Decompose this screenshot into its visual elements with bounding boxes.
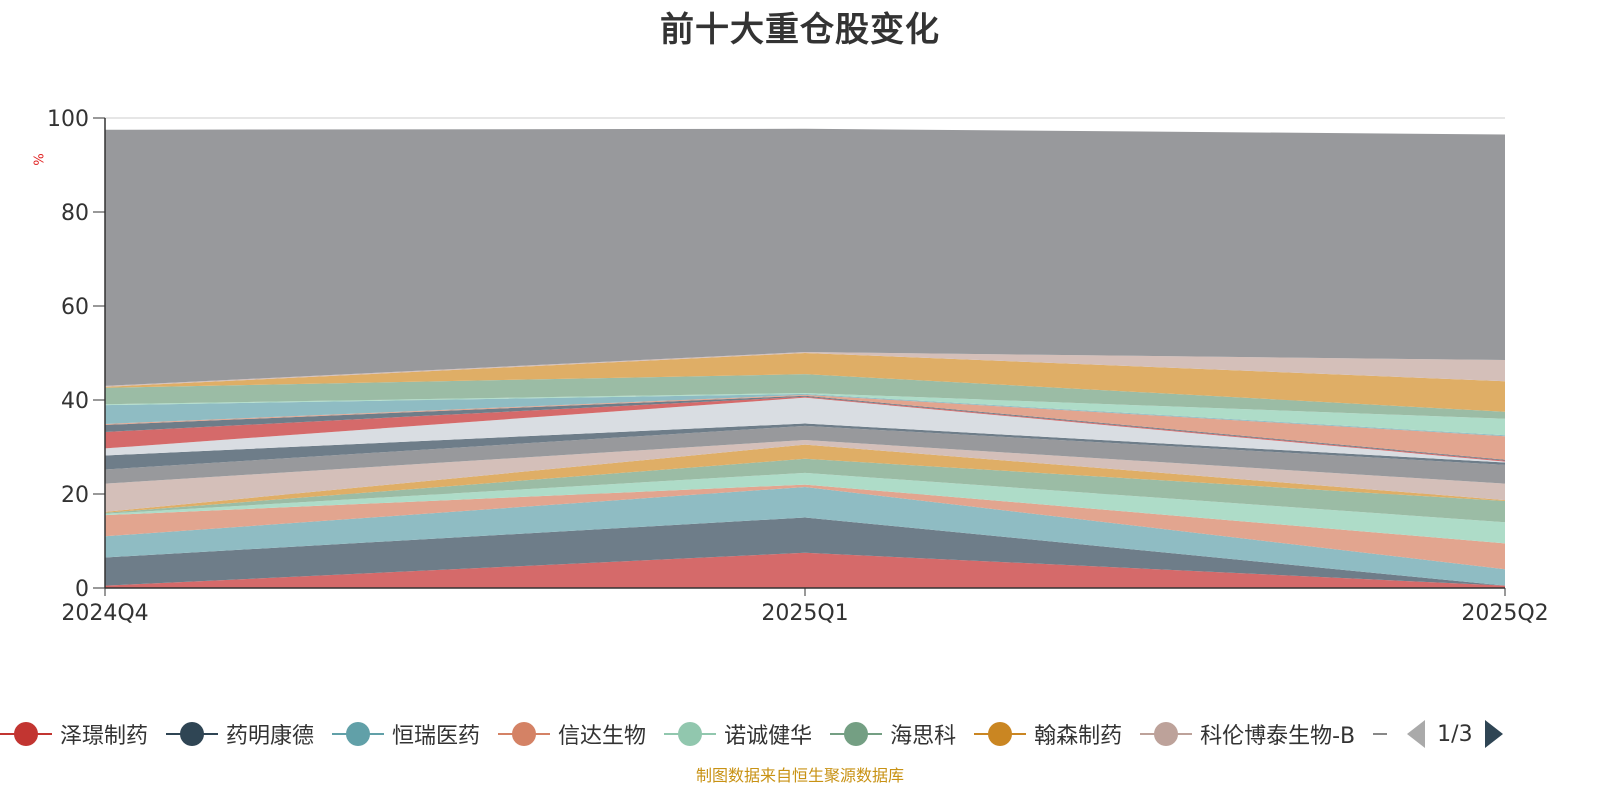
area-series-1 [105, 552, 1505, 588]
legend-label: 药明康德 [226, 724, 315, 749]
x-tick-label: 2024Q4 [61, 601, 148, 626]
area-series-6 [105, 458, 1505, 523]
legend-item[interactable]: 科伦博泰生物-B [1140, 718, 1355, 750]
legend: 泽璟制药 药明康德 恒瑞医药 信达生物 诺诚健华 海思科 翰森制药 科伦博泰生物-B 1/3 [0, 716, 1600, 752]
y-tick-label: 60 [61, 295, 89, 320]
data-source-note: 制图数据来自恒生聚源数据库 [695, 766, 904, 785]
legend-pager: 1/3 [1407, 720, 1503, 748]
y-tick-label: 100 [47, 107, 89, 132]
area-series-9 [105, 425, 1505, 484]
y-tick-label: 40 [61, 389, 89, 414]
area-series-2 [105, 517, 1505, 586]
legend-item[interactable]: 恒瑞医药 [332, 718, 480, 750]
area-series-19 [105, 352, 1505, 387]
legend-label: 信达生物 [558, 724, 647, 749]
area-series-13 [105, 395, 1505, 461]
legend-marker-icon [0, 721, 52, 747]
y-tick-label: 20 [61, 483, 89, 508]
legend-item[interactable]: 海思科 [830, 718, 956, 750]
area-series-18 [105, 353, 1505, 412]
legend-label: 泽璟制药 [60, 724, 149, 749]
area-series-7 [105, 444, 1505, 513]
area-series-8 [105, 439, 1505, 512]
stacked-areas [105, 128, 1505, 588]
area-series-4 [105, 484, 1505, 570]
legend-marker-icon [332, 721, 385, 747]
legend-label: 诺诚健华 [724, 724, 813, 749]
legend-page-indicator: 1/3 [1437, 721, 1473, 747]
legend-next-page-icon[interactable] [1484, 720, 1503, 748]
x-tick-label: 2025Q1 [761, 601, 848, 626]
legend-marker-icon [498, 721, 551, 747]
legend-item[interactable]: 翰森制药 [974, 718, 1122, 750]
legend-marker-icon [166, 721, 219, 747]
legend-label: 科伦博泰生物-B [1200, 724, 1356, 749]
y-tick-label: 80 [61, 201, 89, 226]
chart-title: 前十大重仓股变化 [660, 10, 940, 50]
area-series-16 [105, 392, 1505, 436]
area-series-20 [105, 128, 1505, 386]
legend-label: 恒瑞医药 [392, 724, 481, 749]
x-tick-label: 2025Q2 [1461, 601, 1548, 626]
legend-marker-icon [974, 721, 1027, 747]
area-series-11 [105, 397, 1505, 463]
area-series-5 [105, 472, 1505, 544]
legend-marker-icon [664, 721, 717, 747]
legend-label: 海思科 [890, 724, 957, 749]
axes: 0 20 40 60 80 100 2024Q4 2025Q1 2025Q2 [47, 107, 1549, 626]
legend-truncated-marker [1373, 733, 1388, 735]
legend-prev-page-icon[interactable] [1407, 720, 1426, 748]
legend-item[interactable]: 信达生物 [498, 718, 646, 750]
area-series-17 [105, 374, 1505, 419]
legend-marker-icon [1140, 721, 1193, 747]
legend-label: 翰森制药 [1034, 724, 1123, 749]
legend-marker-icon [830, 721, 883, 747]
legend-item[interactable]: 泽璟制药 [0, 718, 148, 750]
chart-area: 0 20 40 60 80 100 2024Q4 2025Q1 2025Q2 [47, 107, 1549, 626]
area-series-15 [105, 393, 1505, 437]
legend-item[interactable]: 诺诚健华 [664, 718, 812, 750]
area-series-14 [105, 394, 1505, 460]
legend-item[interactable]: 药明康德 [166, 718, 314, 750]
y-tick-label: 0 [75, 577, 89, 602]
area-series-10 [105, 423, 1505, 470]
